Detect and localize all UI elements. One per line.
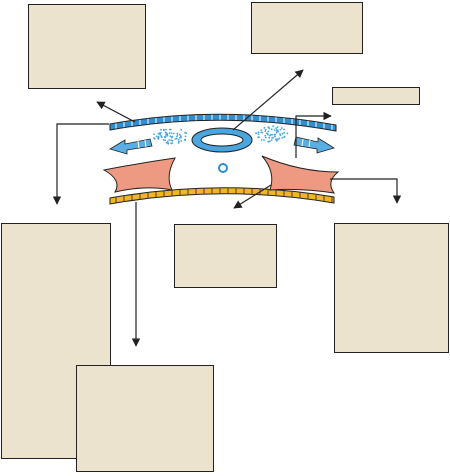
- pink-cell-right: [261, 155, 340, 194]
- label-box-bottom: [76, 365, 214, 472]
- label-box-top-left: [28, 4, 146, 89]
- flagellum-right: [293, 136, 335, 154]
- small-ring: [218, 163, 228, 173]
- upper-membrane: [109, 113, 337, 132]
- flagellum-left: [109, 138, 153, 155]
- arrow-to-box-b: [232, 69, 304, 131]
- arrow-to-box-c: [295, 111, 332, 158]
- connector-arrows: [52, 69, 402, 347]
- lower-membrane: [109, 187, 335, 205]
- label-box-center: [174, 224, 277, 288]
- label-box-small-right: [332, 87, 420, 105]
- arrow-to-box-e: [233, 184, 272, 209]
- arrow-to-box-d: [52, 123, 109, 205]
- dotted-vesicles: [152, 125, 289, 145]
- arrow-to-box-f: [330, 178, 402, 204]
- label-box-top-right: [251, 2, 363, 54]
- central-ring: [191, 127, 253, 153]
- pink-cell-left: [102, 157, 176, 193]
- arrow-to-box-a: [96, 101, 136, 123]
- label-box-right: [334, 223, 449, 353]
